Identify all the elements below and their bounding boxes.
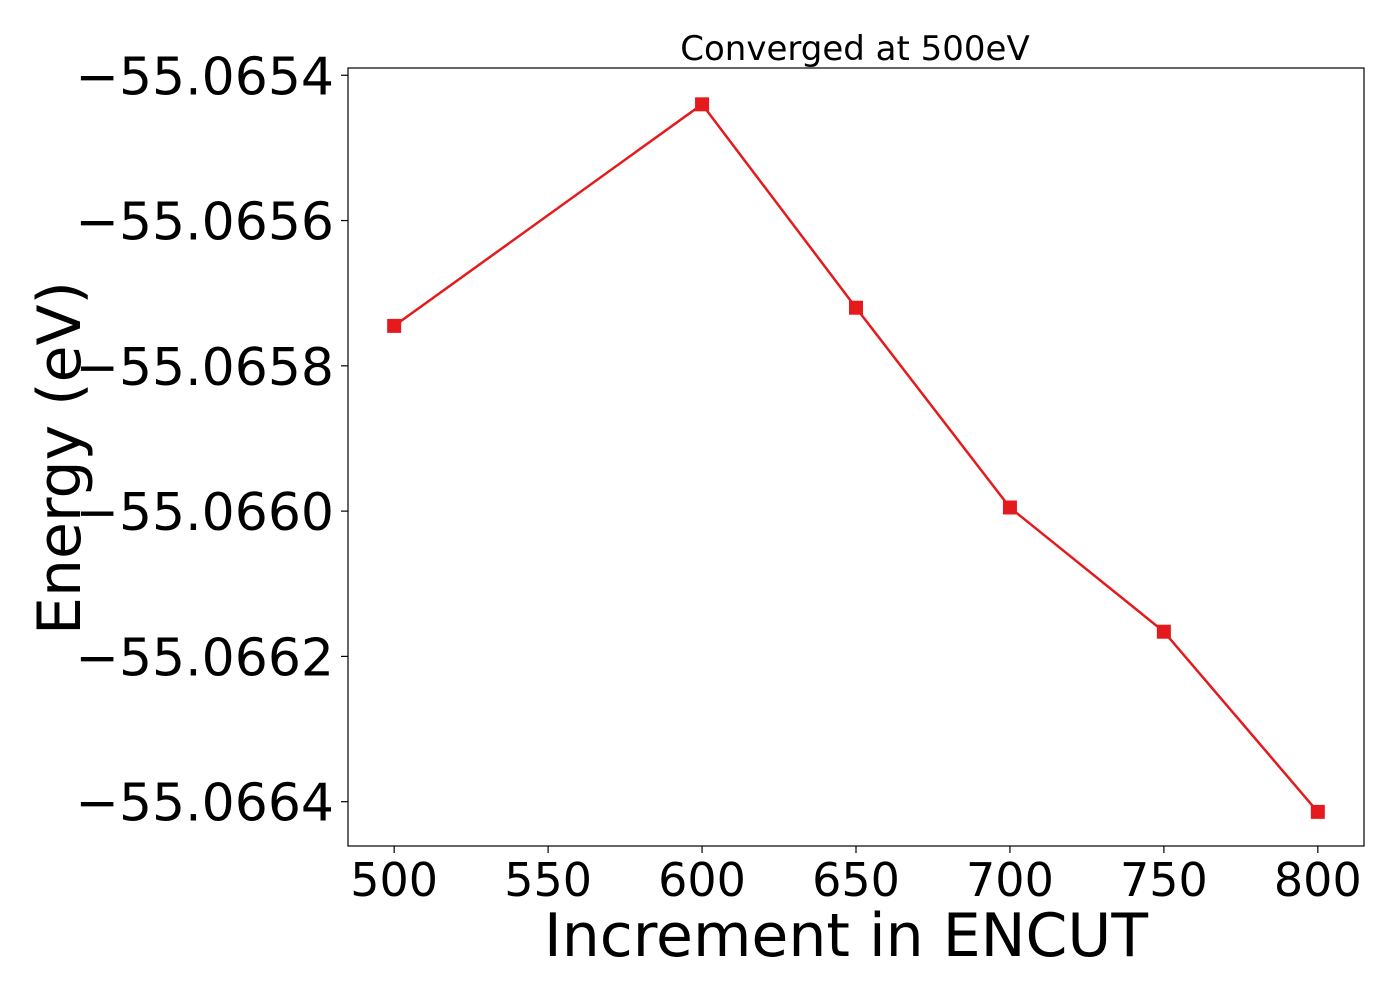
x-axis-ticks: 500 550 600 650 700 750 800 <box>350 846 1362 907</box>
data-point-marker <box>695 97 710 112</box>
x-tick-label: 500 <box>350 853 438 907</box>
y-tick-label: −55.0660 <box>75 483 334 543</box>
x-tick-label: 550 <box>504 853 592 907</box>
x-axis-title: Increment in ENCUT <box>544 901 1148 971</box>
x-tick-label: 800 <box>1274 853 1362 907</box>
y-tick-label: −55.0662 <box>75 628 334 688</box>
x-tick-label: 750 <box>1120 853 1208 907</box>
plot-frame <box>347 67 1365 847</box>
y-tick-label: −55.0658 <box>75 338 334 398</box>
x-tick-label: 600 <box>658 853 746 907</box>
x-tick-label: 700 <box>966 853 1054 907</box>
data-point-marker <box>1310 804 1325 819</box>
x-tick-label: 650 <box>812 853 900 907</box>
chart-title: Converged at 500eV <box>680 29 1029 69</box>
y-tick-label: −55.0656 <box>75 193 334 253</box>
data-point-marker <box>387 318 402 333</box>
y-tick-label: −55.0654 <box>75 47 334 107</box>
data-point-marker <box>849 300 863 315</box>
series-layer <box>387 97 1325 819</box>
y-tick-label: −55.0664 <box>75 774 334 834</box>
y-axis-ticks: −55.0654 −55.0656 −55.0658 −55.0660 −55.0662… <box>75 47 348 834</box>
y-axis-title: Energy (eV) <box>25 281 95 635</box>
series-line <box>393 103 1319 813</box>
data-point-marker <box>1002 500 1017 515</box>
data-point-marker <box>1156 624 1171 639</box>
